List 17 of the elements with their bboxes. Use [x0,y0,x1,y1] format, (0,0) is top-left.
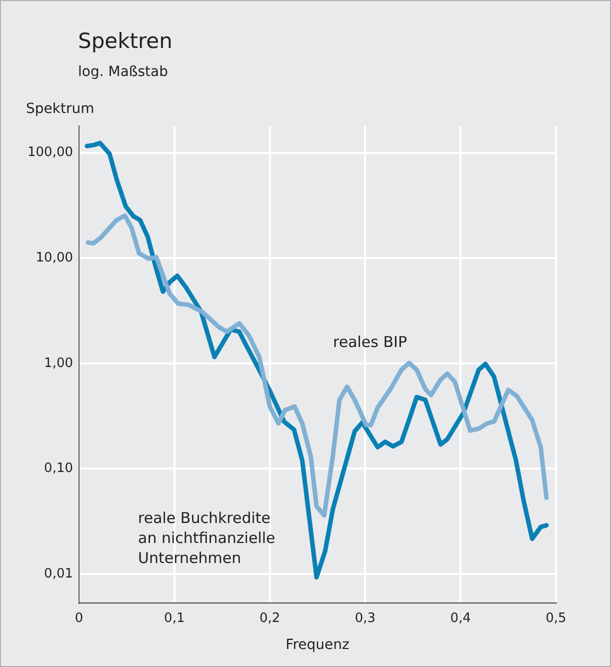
x-axis-title: Frequenz [286,637,350,654]
y-tick-label: 100,00 [28,145,73,160]
y-tick-label: 1,00 [44,356,73,371]
x-tick-label: 0,4 [450,611,471,626]
y-axis-title: Spektrum [26,101,94,117]
chart-title: Spektren [78,29,172,53]
series-label: reales BIP [333,332,408,352]
chart-subtitle: log. Maßstab [78,64,168,80]
y-tick-label: 0,01 [44,566,73,582]
x-tick-label: 0,5 [546,611,566,626]
y-tick-label: 10,00 [36,250,73,266]
x-tick-label: 0,1 [164,611,185,626]
text: reale Buchkredite an nichtfinanzielle Unternehmen [138,508,276,568]
x-tick-label: 0,3 [354,611,376,626]
x-tick-label: 0,2 [259,611,280,626]
x-tick-label: 0 [74,611,84,626]
y-tick-label: 0,10 [44,461,73,476]
